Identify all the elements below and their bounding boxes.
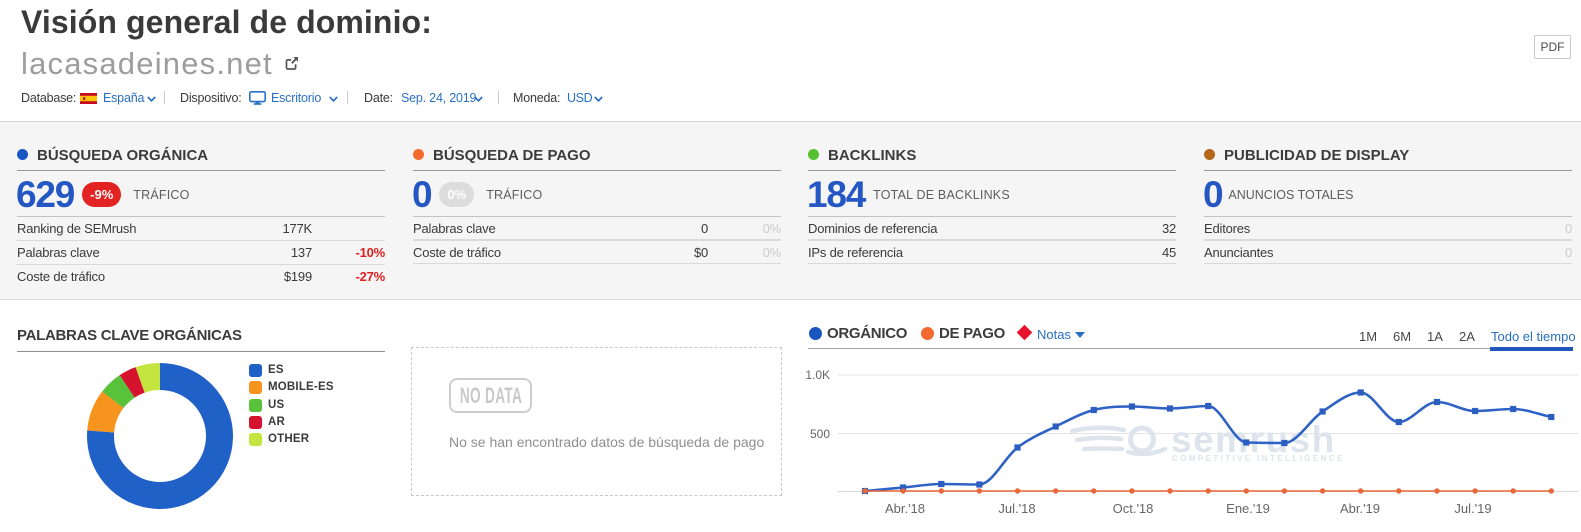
- svg-text:Jul.'19: Jul.'19: [1454, 501, 1491, 516]
- svg-text:Abr.'19: Abr.'19: [1340, 501, 1380, 516]
- svg-text:COMPETITIVE INTELLIGENCE: COMPETITIVE INTELLIGENCE: [1172, 454, 1345, 463]
- svg-text:Jul.'18: Jul.'18: [998, 501, 1035, 516]
- svg-text:Abr.'18: Abr.'18: [885, 501, 925, 516]
- svg-text:1.0K: 1.0K: [805, 368, 830, 382]
- svg-text:Ene.'19: Ene.'19: [1226, 501, 1270, 516]
- svg-text:Oct.'18: Oct.'18: [1113, 501, 1154, 516]
- svg-text:500: 500: [810, 427, 830, 441]
